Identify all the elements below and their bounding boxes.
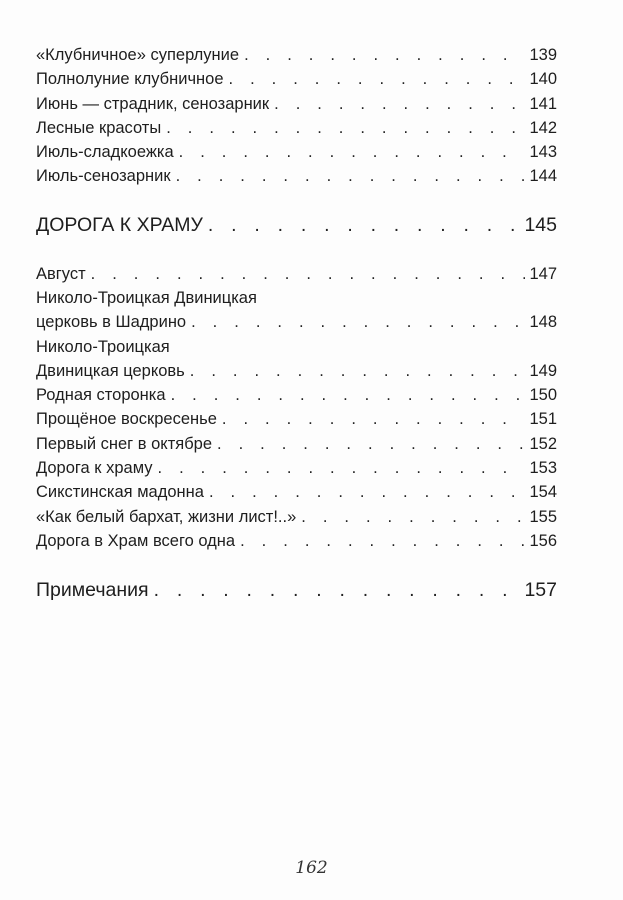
- toc-entry: Лесные красоты 142: [36, 116, 557, 140]
- entry-title: Июль-сенозарник: [36, 167, 171, 186]
- entry-page-number: 149: [529, 361, 557, 380]
- toc-section-heading: ДОРОГА К ХРАМУ 145: [36, 213, 557, 237]
- entry-page-number: 143: [529, 143, 557, 162]
- dot-leader: [203, 213, 521, 237]
- dot-leader: [217, 407, 526, 431]
- toc-entry: Август 147: [36, 262, 557, 286]
- toc-entry: Дорога к храму 153: [36, 456, 557, 480]
- entry-page-number: 150: [529, 386, 557, 405]
- toc-entry: Прощёное воскресенье 151: [36, 407, 557, 431]
- dot-leader: [186, 310, 525, 334]
- entry-title: Июль-сладкоежка: [36, 143, 174, 162]
- dot-leader: [212, 432, 525, 456]
- toc-entry: «Как белый бархат, жизни лист!..» 155: [36, 505, 557, 529]
- dot-leader: [235, 529, 525, 553]
- entry-title: Дорога в Храм всего одна: [36, 531, 236, 550]
- entry-title: Дорога к храму: [36, 459, 153, 478]
- entry-title: Полнолуние клубничное: [36, 70, 224, 89]
- entry-title: «Как белый бархат, жизни лист!..»: [36, 507, 297, 526]
- toc-section-heading: Примечания 157: [36, 578, 557, 602]
- toc-entry: Полнолуние клубничное 140: [36, 67, 557, 91]
- dot-leader: [224, 67, 526, 91]
- entry-title: Прощёное воскресенье: [36, 410, 217, 429]
- toc-entry: Июль-сенозарник 144: [36, 164, 557, 188]
- entry-title: Август: [36, 264, 86, 283]
- toc-entry: Дорога в Храм всего одна 156: [36, 529, 557, 553]
- entry-page-number: 153: [529, 459, 557, 478]
- toc-entry: Родная сторонка 150: [36, 383, 557, 407]
- entry-page-number: 151: [529, 410, 557, 429]
- dot-leader: [171, 164, 526, 188]
- entry-page-number: 140: [529, 70, 557, 89]
- entry-title: Родная сторонка: [36, 386, 166, 405]
- dot-leader: [161, 116, 525, 140]
- entry-page-number: 152: [529, 434, 557, 453]
- entry-page-number: 139: [529, 46, 557, 64]
- entry-page-number: 141: [529, 94, 557, 113]
- entry-title: Первый снег в октябре: [36, 434, 213, 453]
- table-of-contents: «Клубничное» суперлуние 139 Полнолуние клу…: [36, 43, 557, 602]
- entry-title: церковь в Шадрино: [36, 313, 187, 332]
- heading-page-number: 145: [524, 214, 557, 237]
- page-number: 162: [295, 858, 328, 878]
- entry-title: Николо-Троицкая: [36, 337, 170, 356]
- toc-entry: Июль-сладкоежка 143: [36, 140, 557, 164]
- entry-title: Двиницкая церковь: [36, 361, 185, 380]
- toc-entry: «Клубничное» суперлуние 139: [36, 43, 557, 67]
- entry-title: Николо-Троицкая Двиницкая: [36, 288, 257, 307]
- dot-leader: [174, 140, 526, 164]
- toc-entry: Июнь — страдник, сенозарник 141: [36, 92, 557, 116]
- entry-page-number: 156: [529, 531, 557, 550]
- entry-page-number: 144: [529, 167, 557, 186]
- toc-entry: церковь в Шадрино 148: [36, 310, 557, 334]
- toc-entry: Сикстинская мадонна 154: [36, 480, 557, 504]
- dot-leader: [86, 262, 526, 286]
- entry-title: Июнь — страдник, сенозарник: [36, 94, 270, 113]
- toc-entry: Первый снег в октябре 152: [36, 432, 557, 456]
- entry-title: «Клубничное» суперлуние: [36, 46, 240, 64]
- heading-title: Примечания: [36, 578, 149, 601]
- entry-title: Лесные красоты: [36, 118, 162, 137]
- dot-leader: [185, 359, 526, 383]
- entry-page-number: 155: [529, 507, 557, 526]
- heading-page-number: 157: [524, 578, 557, 601]
- heading-title: ДОРОГА К ХРАМУ: [36, 214, 203, 237]
- dot-leader: [204, 480, 526, 504]
- toc-entry: Николо-Троицкая Двиницкая: [36, 286, 557, 310]
- dot-leader: [149, 578, 521, 602]
- dot-leader: [166, 383, 526, 407]
- dot-leader: [153, 456, 526, 480]
- dot-leader: [296, 505, 525, 529]
- entry-page-number: 147: [529, 264, 557, 283]
- entry-page-number: 142: [529, 118, 557, 137]
- entry-title: Сикстинская мадонна: [36, 483, 204, 502]
- entry-page-number: 154: [529, 483, 557, 502]
- toc-entry: Николо-Троицкая: [36, 335, 557, 359]
- dot-leader: [239, 43, 525, 67]
- toc-entry: Двиницкая церковь 149: [36, 359, 557, 383]
- entry-page-number: 148: [529, 313, 557, 332]
- dot-leader: [269, 92, 525, 116]
